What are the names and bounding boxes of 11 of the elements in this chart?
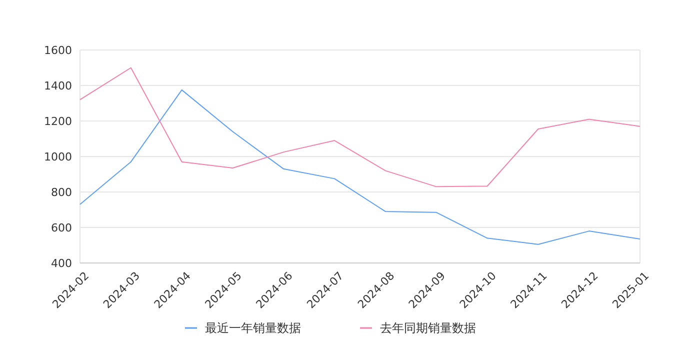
y-tick-label: 1600 <box>44 44 72 57</box>
y-tick-label: 1000 <box>44 150 72 164</box>
y-tick-label: 1400 <box>44 79 72 92</box>
legend-label: 最近一年销量数据 <box>205 321 301 336</box>
y-tick-label: 1200 <box>44 114 72 128</box>
y-tick-label: 600 <box>51 221 72 234</box>
line-series <box>80 89 640 245</box>
y-tick-label: 800 <box>51 186 72 199</box>
legend-label: 去年同期销量数据 <box>380 321 476 336</box>
line-series <box>80 67 640 188</box>
y-tick-label: 400 <box>51 256 72 270</box>
